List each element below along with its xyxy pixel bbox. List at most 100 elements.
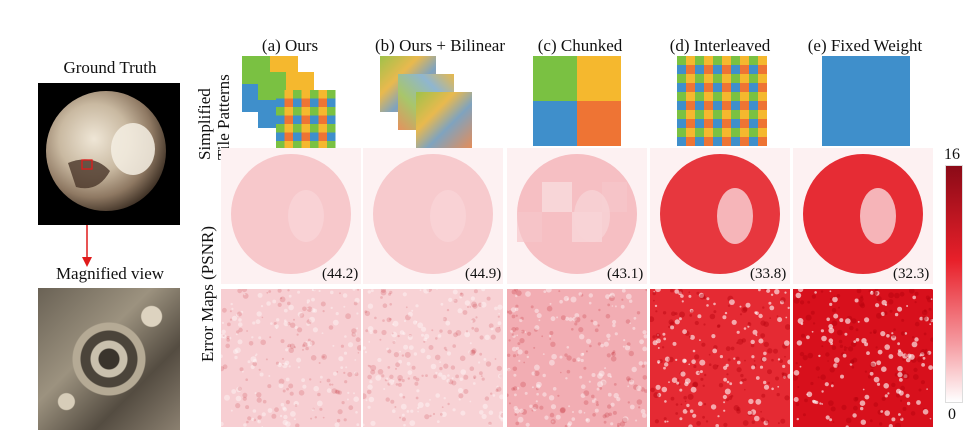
pattern-tile [722, 65, 731, 74]
pattern-tile [310, 141, 319, 150]
column-title-c: (c) Chunked [537, 36, 623, 55]
pattern-tile [686, 74, 695, 83]
pattern-tile [695, 65, 704, 74]
pattern-tile [276, 90, 285, 99]
pattern-tile [677, 128, 686, 137]
row-label-tile-patterns-line1: Simplified [195, 88, 214, 160]
pattern-tile [758, 65, 767, 74]
pattern-tile [327, 107, 336, 116]
pattern-tile [758, 56, 767, 65]
pattern-tile [713, 83, 722, 92]
pattern-tile [704, 56, 713, 65]
pattern-tile [276, 141, 285, 150]
pattern-tile [731, 101, 740, 110]
pattern-tile [740, 92, 749, 101]
pattern-tile [704, 119, 713, 128]
pattern-tile [677, 137, 686, 146]
pattern-tile [310, 107, 319, 116]
pattern-tile [758, 74, 767, 83]
tile-pattern-ours-bilinear [380, 56, 472, 148]
pattern-tile [293, 132, 302, 141]
pattern-tile [704, 83, 713, 92]
error-zoom-ours [221, 289, 361, 427]
pattern-tile [318, 115, 327, 124]
pattern-tile [758, 92, 767, 101]
pattern-tile [327, 141, 336, 150]
pattern-tile [677, 74, 686, 83]
pattern-tile [677, 119, 686, 128]
pattern-tile [722, 137, 731, 146]
pattern-tile [704, 137, 713, 146]
pattern-tile [749, 92, 758, 101]
pattern-tile [713, 65, 722, 74]
pattern-tile [293, 124, 302, 133]
error-map-ours [221, 148, 361, 284]
pattern-tile [704, 110, 713, 119]
pattern-tile [740, 56, 749, 65]
pattern-tile [731, 65, 740, 74]
pattern-tile [740, 74, 749, 83]
pattern-tile [301, 90, 310, 99]
psnr-label-fixed-weight: (32.3) [893, 266, 930, 282]
pattern-tile [318, 90, 327, 99]
tile-pattern-chunked [533, 56, 621, 146]
error-map-chunked [507, 148, 647, 284]
pattern-tile [284, 98, 293, 107]
pattern-tile [686, 128, 695, 137]
pattern-tile [758, 137, 767, 146]
pattern-tile [301, 124, 310, 133]
pattern-tile [686, 101, 695, 110]
pattern-tile [722, 110, 731, 119]
pattern-tile [276, 98, 285, 107]
ground-truth-image [38, 83, 180, 225]
pattern-tile [704, 128, 713, 137]
pattern-tile [284, 124, 293, 133]
pattern-tile [713, 56, 722, 65]
pattern-tile [301, 98, 310, 107]
pattern-tile [731, 83, 740, 92]
pattern-tile [327, 98, 336, 107]
magnify-arrow [82, 225, 92, 267]
pattern-tile [731, 137, 740, 146]
pattern-tile [327, 90, 336, 99]
column-title-d: (d) Interleaved [669, 36, 771, 55]
pattern-tile [293, 115, 302, 124]
pattern-tile [695, 56, 704, 65]
pattern-tile [276, 124, 285, 133]
pattern-tile [704, 101, 713, 110]
pattern-tile [293, 141, 302, 150]
pattern-tile [301, 115, 310, 124]
pattern-tile [695, 83, 704, 92]
pattern-tile [740, 110, 749, 119]
pattern-tile [310, 98, 319, 107]
pattern-tile [301, 132, 310, 141]
pattern-tile [310, 90, 319, 99]
pattern-tile [722, 56, 731, 65]
pattern-tile [677, 83, 686, 92]
pattern-tile [749, 83, 758, 92]
pattern-tile [758, 110, 767, 119]
pattern-tile [749, 119, 758, 128]
pattern-tile [276, 115, 285, 124]
pattern-tile [318, 98, 327, 107]
pattern-tile [758, 83, 767, 92]
error-zoom-fixed-weight [793, 289, 933, 427]
pattern-tile [695, 119, 704, 128]
error-map-fixed-weight [793, 148, 933, 284]
pattern-tile [686, 119, 695, 128]
pattern-tile [731, 128, 740, 137]
pattern-tile [731, 74, 740, 83]
pattern-tile [327, 124, 336, 133]
pattern-tile [318, 107, 327, 116]
pattern-tile [731, 56, 740, 65]
pattern-tile [686, 65, 695, 74]
pattern-tile [713, 101, 722, 110]
pattern-tile [713, 92, 722, 101]
pattern-tile [276, 132, 285, 141]
pattern-tile [695, 110, 704, 119]
row-label-error-maps: Error Maps (PSNR) [198, 226, 217, 362]
colorbar-max-label: 16 [944, 146, 960, 163]
error-zoom-chunked [507, 289, 647, 427]
column-title-e: (e) Fixed Weight [807, 36, 923, 55]
psnr-label-chunked: (43.1) [607, 266, 644, 282]
